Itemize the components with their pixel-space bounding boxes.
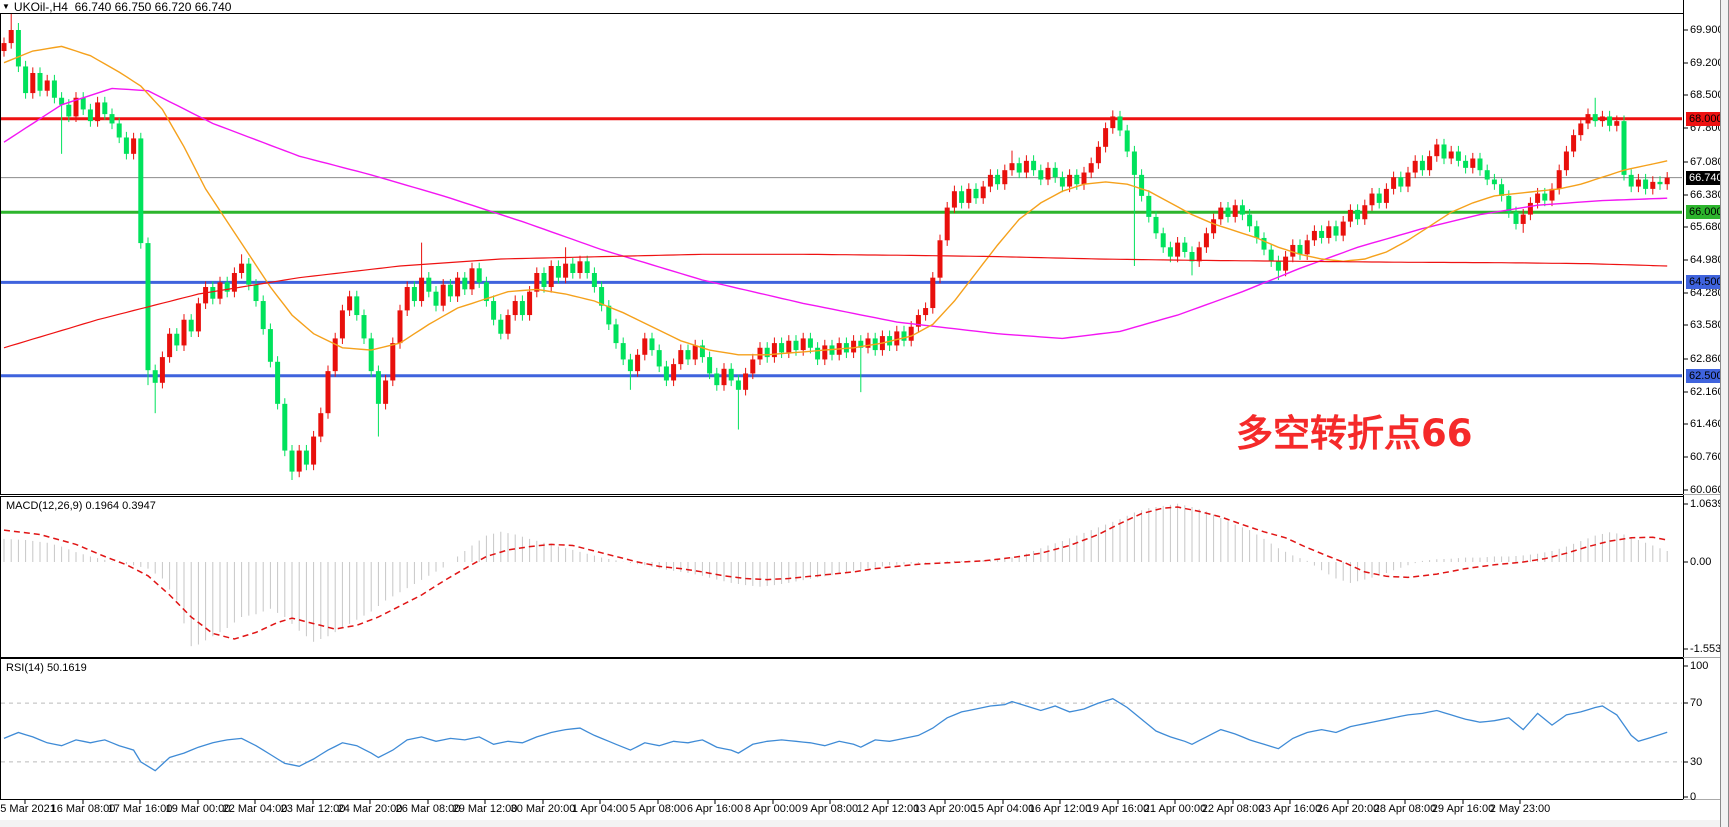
symbol-header: ▼ UKOil-,H4 66.740 66.750 66.720 66.740 (2, 0, 232, 14)
price-badge: 64.500 (1686, 275, 1726, 289)
ma-slow-magenta (3, 87, 1668, 340)
price-axis-label: 60.760 (1690, 451, 1724, 463)
price-axis-label: 66.380 (1690, 189, 1724, 201)
price-badge: 68.000 (1686, 112, 1726, 126)
time-axis-label: 22 Apr 08:00 (1201, 803, 1265, 815)
rsi-axis-label: 30 (1690, 756, 1703, 768)
main-chart-panel (1, 14, 1682, 481)
time-axis-label: 16 Apr 12:00 (1028, 803, 1092, 815)
price-axis-label: 63.580 (1690, 319, 1724, 331)
time-axis-label: 2 May 23:00 (1489, 803, 1551, 815)
price-axis-label: 64.980 (1690, 254, 1724, 266)
macd-name: MACD(12,26,9) (6, 500, 83, 512)
time-axis-label: 19 Mar 00:00 (165, 803, 231, 815)
time-axis-label: 5 Apr 08:00 (629, 803, 687, 815)
macd-axis-label: -1.5536 (1690, 643, 1728, 655)
symbol-dropdown-icon[interactable]: ▼ (2, 1, 10, 11)
price-axis-label: 69.900 (1690, 24, 1724, 36)
price-badge: 66.740 (1686, 171, 1726, 185)
macd-label: MACD(12,26,9) 0.1964 0.3947 (6, 500, 156, 512)
price-axis-label: 60.060 (1690, 484, 1724, 496)
price-axis-label: 62.860 (1690, 353, 1724, 365)
rsi-axis-label: 70 (1690, 697, 1703, 709)
time-axis-label: 29 Apr 16:00 (1431, 803, 1495, 815)
time-axis-label: 23 Mar 12:00 (280, 803, 346, 815)
macd-axis-label: 1.0639 (1690, 498, 1724, 510)
rsi-name: RSI(14) (6, 662, 44, 674)
price-axis-label: 65.680 (1690, 221, 1724, 233)
time-axis-label: 15 Apr 04:00 (971, 803, 1035, 815)
price-axis-label: 64.280 (1690, 287, 1724, 299)
time-axis-label: 29 Mar 12:00 (452, 803, 518, 815)
trend-annotation: 多空转折点66 (1236, 412, 1473, 455)
price-axis-label: 68.500 (1690, 89, 1724, 101)
candles-layer (1, 14, 1670, 481)
ma-fast-orange (3, 45, 1668, 356)
time-axis-label: 26 Apr 20:00 (1316, 803, 1380, 815)
rsi-line (3, 697, 1668, 772)
price-axis-label: 61.460 (1690, 418, 1724, 430)
ma-long-red (3, 253, 1668, 349)
time-axis-label: 17 Mar 16:00 (107, 803, 173, 815)
time-axis-label: 1 Apr 04:00 (571, 803, 629, 815)
price-axis-label: 69.200 (1690, 57, 1724, 69)
time-axis-label: 9 Apr 08:00 (801, 803, 859, 815)
time-axis-label: 24 Mar 20:00 (337, 803, 403, 815)
symbol-title: UKOil-,H4 66.740 66.750 66.720 66.740 (13, 0, 232, 14)
time-axis-label: 16 Mar 08:00 (50, 803, 116, 815)
price-axis-label: 67.080 (1690, 156, 1724, 168)
time-axis-label: 26 Mar 08:00 (395, 803, 461, 815)
price-badge: 62.500 (1686, 369, 1726, 383)
time-axis-label: 28 Apr 08:00 (1373, 803, 1437, 815)
time-axis-label: 22 Mar 04:00 (222, 803, 288, 815)
macd-values: 0.1964 0.3947 (85, 500, 156, 512)
macd-panel (3, 503, 1668, 647)
rsi-axis-label: 0 (1690, 791, 1697, 803)
time-axis-label: 30 Mar 20:00 (510, 803, 576, 815)
rsi-panel (1, 697, 1682, 772)
right-scrollbar-strip[interactable] (1720, 0, 1729, 827)
macd-axis-label: 0.00 (1690, 556, 1712, 568)
time-axis-label: 13 Apr 20:00 (913, 803, 977, 815)
time-axis-label: 19 Apr 16:00 (1086, 803, 1150, 815)
time-axis-label: 6 Apr 16:00 (686, 803, 744, 815)
rsi-axis-label: 100 (1690, 660, 1709, 672)
time-axis-label: 8 Apr 00:00 (744, 803, 802, 815)
price-axis[interactable]: 69.900 69.200 68.500 67.800 67.080 66.380 65.6… (1684, 0, 1727, 827)
time-axis-label: 23 Apr 16:00 (1258, 803, 1322, 815)
bottom-edge (0, 820, 1722, 827)
panel-borders (0, 0, 1721, 804)
time-axis-label: 21 Apr 00:00 (1143, 803, 1207, 815)
rsi-value: 50.1619 (46, 662, 87, 674)
price-badge: 66.000 (1686, 205, 1726, 219)
macd-signal-line (3, 506, 1668, 640)
rsi-label: RSI(14) 50.1619 (6, 662, 87, 674)
time-axis-label: 12 Apr 12:00 (856, 803, 920, 815)
time-axis-label: 15 Mar 2021 (0, 803, 56, 815)
price-axis-label: 62.160 (1690, 386, 1724, 398)
